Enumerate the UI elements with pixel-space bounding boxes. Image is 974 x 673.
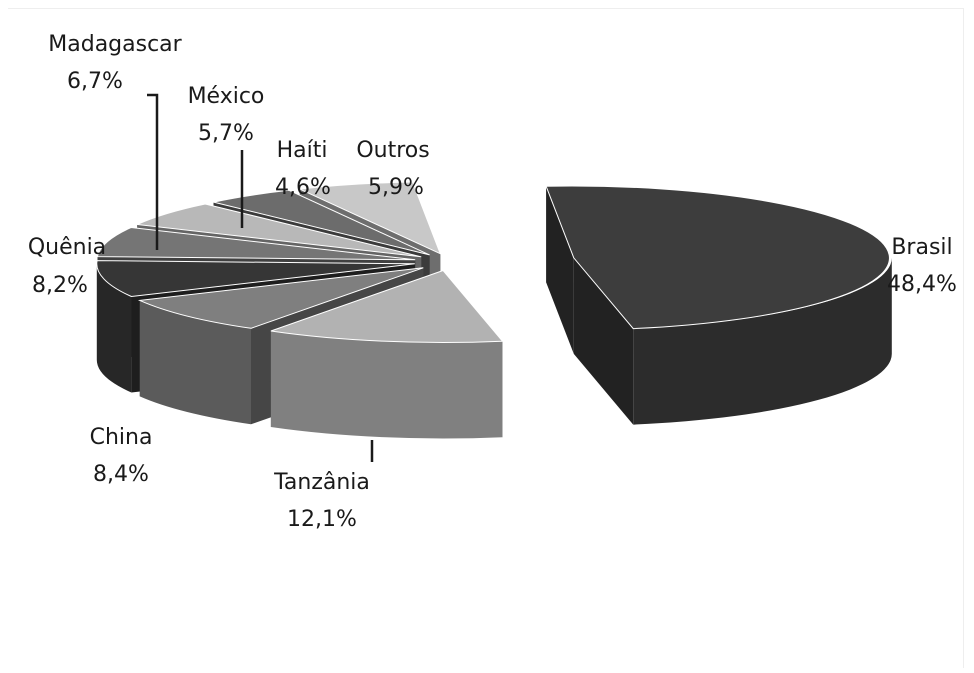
label-haiti-name: Haíti — [277, 138, 328, 163]
label-tanzania-value: 12,1% — [287, 507, 357, 532]
slice-brasil-wall-end — [573, 257, 634, 425]
label-madagascar-name: Madagascar — [48, 32, 182, 57]
slice-tanzania — [270, 269, 504, 439]
slice-haiti-top — [213, 189, 430, 256]
label-quenia-value: 8,2% — [32, 273, 88, 298]
slice-quenia-side-1 — [96, 263, 132, 393]
slice-mexico-top — [135, 203, 422, 258]
label-brasil-name: Brasil — [891, 235, 952, 260]
slice-brasil-top — [545, 185, 890, 330]
slice-quenia-top — [96, 260, 415, 298]
label-mexico-value: 5,7% — [198, 121, 254, 146]
leader-line-madagascar — [147, 93, 159, 250]
label-mexico-name: México — [188, 84, 265, 109]
slice-tanzania-side-1 — [270, 331, 503, 439]
slice-madagascar-top — [96, 226, 416, 261]
label-china-name: China — [90, 425, 153, 450]
slice-china-side-1 — [139, 300, 251, 425]
slice-brasil — [545, 185, 892, 425]
slice-brasil-side-1 — [633, 257, 892, 425]
label-tanzania-name: Tanzânia — [273, 470, 370, 495]
slice-tanzania-top — [270, 269, 504, 343]
slice-brasil-wall-start — [546, 186, 574, 354]
chart-frame — [8, 8, 964, 668]
label-brasil-value: 48,4% — [887, 272, 957, 297]
label-quenia-name: Quênia — [28, 235, 106, 260]
label-outros-name: Outros — [356, 138, 429, 163]
label-haiti-value: 4,6% — [275, 175, 331, 200]
label-madagascar-value: 6,7% — [67, 69, 123, 94]
label-outros-value: 5,9% — [368, 175, 424, 200]
slice-china-top — [137, 267, 424, 329]
slice-outros-top — [297, 181, 442, 255]
label-china-value: 8,4% — [93, 462, 149, 487]
